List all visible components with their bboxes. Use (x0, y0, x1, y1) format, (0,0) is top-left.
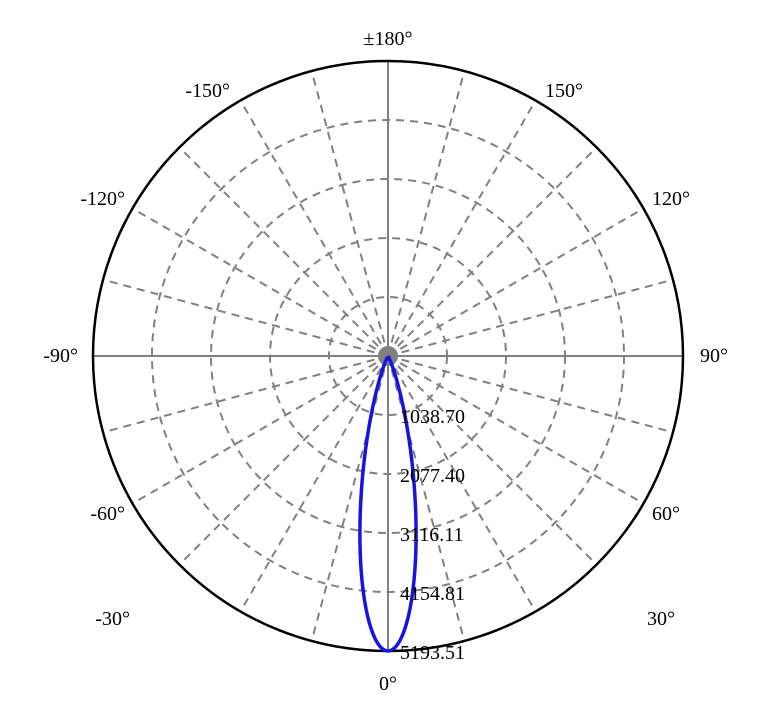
radial-label: 5193.51 (400, 642, 465, 664)
angle-label: -150° (185, 80, 230, 102)
angle-label: 0° (379, 673, 397, 695)
angle-label: ±180° (364, 28, 413, 50)
angle-label: -120° (80, 188, 125, 210)
radial-label: 1038.70 (400, 406, 465, 428)
angle-label: 150° (545, 80, 583, 102)
angle-label: 30° (647, 608, 675, 630)
angle-label: -30° (95, 608, 130, 630)
radial-label: 4154.81 (400, 583, 465, 605)
angle-label: 90° (700, 345, 728, 367)
polar-chart: 0° 30° 60° 90° 120° 150° ±180° -150° -120° -90° -6… (0, 0, 776, 713)
angle-label: 60° (652, 503, 680, 525)
radial-label: 3116.11 (400, 524, 464, 546)
radial-label: 2077.40 (400, 465, 465, 487)
angle-label: -90° (43, 345, 78, 367)
angle-label: -60° (90, 503, 125, 525)
angle-label: 120° (652, 188, 690, 210)
